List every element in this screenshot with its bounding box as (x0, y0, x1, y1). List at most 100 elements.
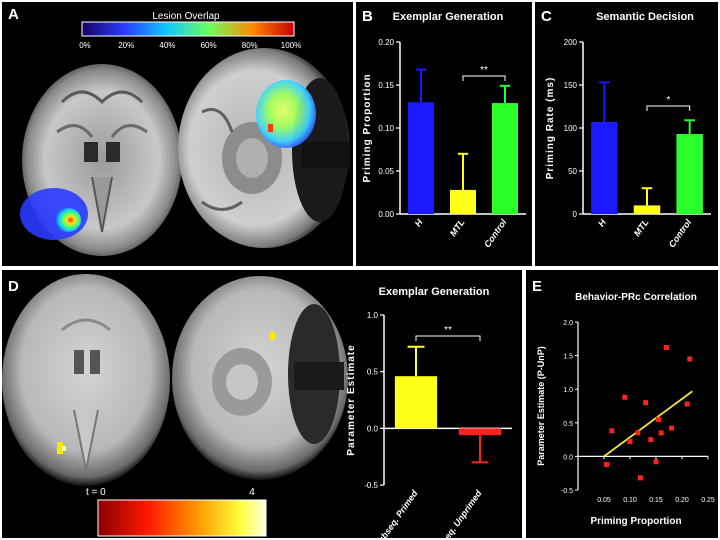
panel-e: E Behavior-PRc Correlation Priming Propor… (526, 270, 718, 538)
panel-d-brains: t = 0 4 (2, 274, 348, 537)
panel-b-label: B (362, 8, 373, 25)
x-tick-label: Subseq. Unprimed (430, 488, 484, 538)
y-axis-label: Parameter Estimate (P-UnP) (536, 346, 546, 466)
chart-title: Exemplar Generation (379, 286, 490, 298)
scatter-point (648, 437, 654, 443)
x-tick-label: MTL (448, 217, 467, 238)
x-tick-label: 0.10 (623, 497, 637, 504)
panel-b: B Exemplar Generation Priming Proportion 0… (356, 2, 532, 266)
scatter-point (687, 356, 693, 362)
bar-mtl (633, 205, 661, 214)
panel-e-label: E (532, 278, 543, 295)
lesion-colorbar-tick: 20% (118, 41, 134, 50)
panel-d-label: D (8, 278, 19, 295)
chart-title: Behavior-PRc Correlation (575, 292, 697, 303)
y-tick-label: 150 (564, 81, 578, 90)
x-tick-label: 0.15 (649, 497, 663, 504)
x-tick-label: H (413, 217, 425, 228)
significance-bracket (646, 105, 691, 111)
scatter-point (604, 461, 610, 467)
y-tick-label: 0.15 (378, 81, 394, 90)
y-axis-label: Parameter Estimate (346, 344, 357, 455)
lesion-colorbar-ticks: 0% 20% 40% 60% 80% 100% (79, 41, 301, 50)
scatter-point (663, 345, 669, 351)
scatter-point (637, 475, 643, 481)
x-axis-label: Priming Proportion (590, 516, 681, 527)
chart-title: Semantic Decision (596, 11, 694, 23)
y-tick-label: 0.0 (367, 424, 379, 433)
x-tick-label: MTL (632, 217, 651, 238)
coronal-brain-slice-fmri (2, 274, 170, 486)
activation-colorbar-min: t = 0 (86, 487, 106, 498)
scatter-point (609, 428, 615, 434)
y-tick-label: 200 (564, 38, 578, 47)
lesion-colorbar-tick: 100% (281, 41, 301, 50)
activation-cluster-coronal (57, 442, 63, 454)
y-tick-label: 1.0 (367, 311, 379, 320)
panel-a-graphic: Lesion Overlap 0% 20% 40% 60% 80% 100% (20, 11, 350, 256)
scatter-point (684, 401, 690, 407)
scatter-point (627, 439, 633, 445)
bar-h (591, 121, 618, 214)
y-tick-label: 0.5 (563, 421, 573, 428)
activation-colorbar (97, 499, 267, 537)
lesion-colorbar-tick: 60% (201, 41, 217, 50)
x-tick-label: 0.05 (597, 497, 611, 504)
scatter-point (669, 425, 675, 431)
y-axis-label: Priming Proportion (362, 73, 373, 182)
bar-subseq-unprimed (458, 428, 502, 436)
panel-a-label: A (8, 6, 19, 23)
scatter-point (658, 430, 664, 436)
panel-d: D (2, 270, 522, 538)
significance-marker: * (666, 95, 670, 106)
scatter-point (653, 459, 659, 465)
bar-subseq-primed (394, 376, 438, 429)
parameter-estimate-chart: Exemplar Generation Parameter Estimate -0.… (346, 286, 512, 538)
lesion-colorbar (81, 21, 295, 37)
chart-title: Exemplar Generation (393, 11, 504, 23)
behavior-prc-correlation-chart: Behavior-PRc Correlation Priming Proporti… (536, 292, 715, 527)
y-tick-label: 1.0 (563, 387, 573, 394)
scatter-point (635, 430, 641, 436)
x-tick-label: Control (482, 217, 509, 249)
lesion-colorbar-tick: 80% (242, 41, 258, 50)
significance-marker: ** (480, 65, 488, 76)
y-tick-label: 50 (568, 167, 577, 176)
x-tick-label: 0.25 (701, 497, 715, 504)
y-tick-label: -0.5 (561, 488, 573, 495)
bar-control (491, 103, 519, 214)
y-tick-label: 0.0 (563, 454, 573, 461)
axial-brain-slice (178, 48, 350, 248)
coronal-brain-slice (20, 64, 182, 256)
y-tick-label: 0.05 (378, 167, 394, 176)
scatter-point (622, 394, 628, 400)
x-tick-label: Control (667, 217, 694, 249)
exemplar-generation-chart: Exemplar Generation Priming Proportion 0.0… (362, 11, 526, 249)
significance-bracket (462, 75, 506, 81)
bar-mtl (449, 189, 477, 214)
lesion-overlap-axial (256, 80, 316, 148)
lesion-colorbar-title: Lesion Overlap (152, 11, 220, 22)
y-tick-label: 0.20 (378, 38, 394, 47)
y-tick-label: 1.5 (563, 354, 573, 361)
panel-a: A (2, 2, 353, 266)
y-tick-label: 100 (564, 124, 578, 133)
y-tick-label: 2.0 (563, 320, 573, 327)
x-tick-label: 0.20 (675, 497, 689, 504)
activation-cluster-axial (270, 332, 275, 340)
panel-c-label: C (541, 8, 552, 25)
axial-brain-slice-fmri (172, 276, 348, 480)
x-tick-label: H (596, 217, 608, 228)
lesion-colorbar-tick: 40% (159, 41, 175, 50)
semantic-decision-chart: Semantic Decision Priming Rate (ms) 0 50 100… (545, 11, 711, 249)
y-tick-label: 0 (573, 210, 578, 219)
scatter-point (656, 416, 662, 422)
scatter-point (643, 400, 649, 406)
y-tick-label: -0.5 (364, 481, 378, 490)
significance-marker: ** (444, 325, 452, 336)
activation-colorbar-max: 4 (249, 487, 255, 498)
bar-h (407, 102, 435, 214)
y-axis-label: Priming Rate (ms) (545, 77, 556, 180)
significance-bracket (415, 335, 481, 341)
